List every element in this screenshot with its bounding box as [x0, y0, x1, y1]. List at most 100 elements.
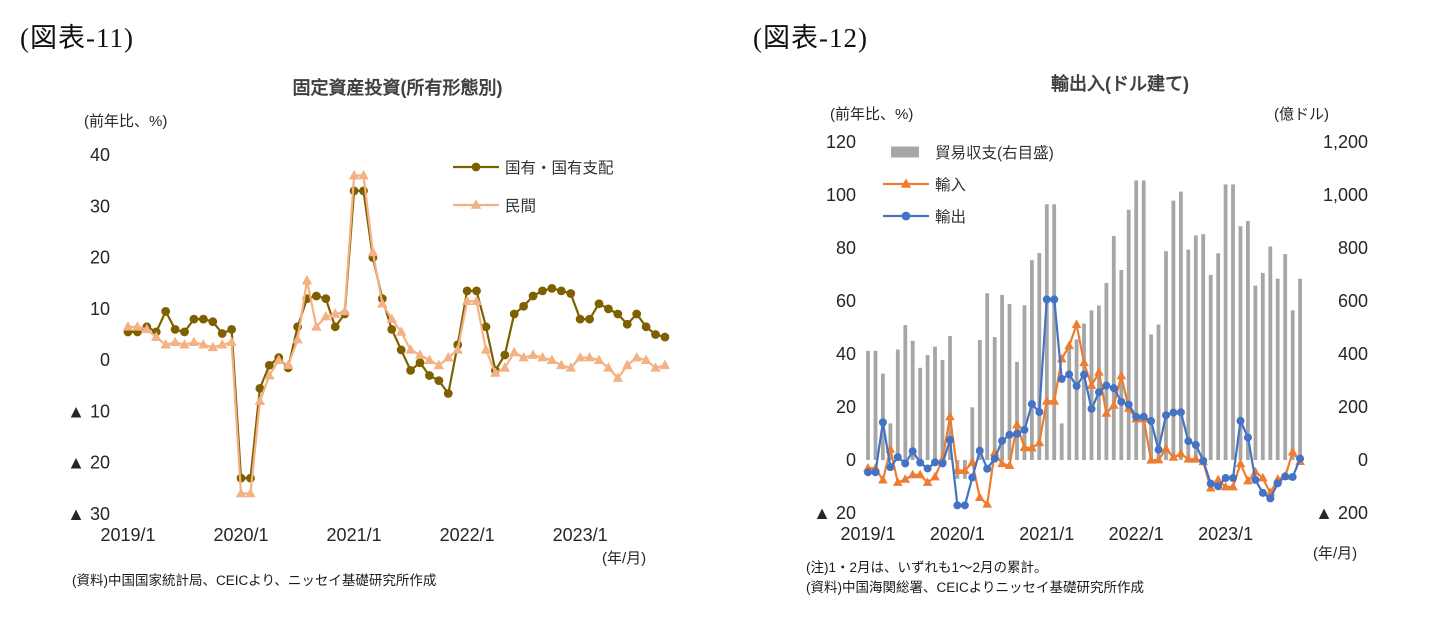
data-point-marker: [180, 327, 189, 337]
data-point-marker: [367, 246, 379, 257]
data-point-marker: [151, 331, 162, 341]
data-point-marker: [1191, 440, 1200, 449]
trade-balance-bar: [1231, 184, 1235, 460]
data-point-marker: [945, 411, 955, 421]
data-point-marker: [953, 501, 962, 510]
data-point-marker: [1042, 295, 1051, 304]
data-point-marker: [960, 501, 969, 510]
data-point-marker: [1050, 295, 1059, 304]
data-point-marker: [264, 360, 274, 370]
data-point-marker: [434, 376, 444, 386]
data-point-marker: [414, 349, 426, 359]
data-point-marker: [1042, 395, 1052, 405]
data-point-marker: [968, 473, 977, 482]
legend-label: 民間: [505, 198, 537, 215]
data-point-marker: [1020, 425, 1029, 434]
data-point-marker: [631, 351, 642, 362]
trade-balance-bar: [1253, 285, 1258, 460]
data-point-marker: [179, 339, 190, 349]
data-point-marker: [604, 304, 613, 314]
data-point-marker: [901, 211, 911, 221]
y-tick-label-left: 60: [836, 291, 856, 311]
data-point-marker: [198, 314, 208, 324]
data-point-marker: [1013, 429, 1021, 438]
y-tick-label-left: 120: [826, 132, 856, 152]
data-point-marker: [900, 474, 911, 483]
data-point-marker: [1086, 380, 1097, 389]
y-tick-label: 40: [90, 145, 110, 165]
data-point-marker: [1094, 367, 1104, 376]
line-circle-marker-icon: [453, 162, 499, 172]
trade-balance-bar: [888, 423, 893, 460]
data-point-marker: [622, 319, 632, 329]
data-point-marker: [893, 477, 903, 486]
legend-item: 輸出: [882, 205, 1054, 227]
data-point-marker: [339, 305, 350, 316]
data-point-marker: [1221, 474, 1230, 483]
figure-12-note: (注)1・2月は、いずれも1〜2月の累計。: [806, 560, 1048, 575]
legend-label: 国有・国有支配: [505, 160, 614, 177]
data-point-marker: [519, 301, 529, 311]
bar-swatch-icon: [891, 146, 919, 158]
legend-item: 輸入: [882, 173, 1054, 195]
data-point-marker: [1117, 397, 1126, 406]
data-point-marker: [461, 295, 473, 305]
data-point-marker: [452, 344, 463, 354]
figure-11-legend: 国有・国有支配 民間: [452, 156, 614, 232]
data-point-marker: [500, 350, 510, 360]
trade-balance-bar: [1179, 191, 1183, 460]
data-point-marker: [321, 294, 331, 303]
data-point-marker: [141, 323, 153, 334]
trade-balance-bar: [1201, 234, 1206, 460]
data-point-marker: [659, 359, 671, 370]
data-point-marker: [566, 289, 576, 298]
data-point-marker: [915, 469, 925, 479]
data-point-marker: [1004, 460, 1015, 469]
data-point-marker: [640, 354, 652, 364]
line-series: [128, 189, 666, 480]
data-point-marker: [1199, 456, 1208, 465]
data-point-marker: [1258, 472, 1268, 482]
data-point-marker: [1281, 472, 1290, 481]
data-point-marker: [1214, 482, 1223, 491]
data-point-marker: [311, 321, 322, 331]
trade-balance-bar: [1044, 204, 1049, 460]
y-tick-label: 20: [90, 248, 110, 268]
x-tick-label: 2023/1: [553, 525, 608, 545]
data-point-marker: [585, 314, 594, 324]
data-point-marker: [405, 344, 416, 354]
y-tick-label: 30: [90, 196, 110, 216]
trade-balance-bar: [910, 340, 915, 461]
data-point-marker: [893, 453, 902, 462]
data-point-marker: [1236, 416, 1245, 425]
data-point-marker: [931, 458, 940, 467]
data-point-marker: [1035, 408, 1044, 417]
legend-label: 輸入: [935, 177, 967, 194]
y-tick-label-right: 400: [1338, 344, 1368, 364]
data-point-marker: [282, 359, 294, 370]
data-point-marker: [982, 499, 992, 508]
data-point-marker: [1296, 454, 1305, 463]
data-point-marker: [1072, 382, 1081, 391]
trade-balance-bar: [1119, 270, 1124, 460]
trade-balance-bar: [1246, 221, 1250, 460]
data-point-marker: [1124, 400, 1133, 409]
line-triangle-marker-icon: [453, 199, 499, 209]
data-point-marker: [952, 465, 963, 474]
data-point-marker: [547, 283, 557, 293]
data-point-marker: [1161, 443, 1171, 453]
trade-balance-bar: [1208, 275, 1213, 460]
trade-balance-bar: [1141, 180, 1146, 460]
figure-12-label: (図表-12): [753, 23, 868, 53]
data-point-marker: [878, 418, 887, 427]
y-tick-label-right: 200: [1338, 397, 1368, 417]
trade-balance-bar: [873, 350, 878, 460]
y-tick-label-right: 1,200: [1323, 132, 1368, 152]
data-point-marker: [396, 345, 406, 355]
trade-balance-bar: [948, 336, 952, 460]
data-point-marker: [1250, 466, 1261, 476]
data-point-marker: [1147, 417, 1156, 426]
data-point-marker: [916, 458, 925, 467]
data-point-marker: [217, 339, 228, 349]
